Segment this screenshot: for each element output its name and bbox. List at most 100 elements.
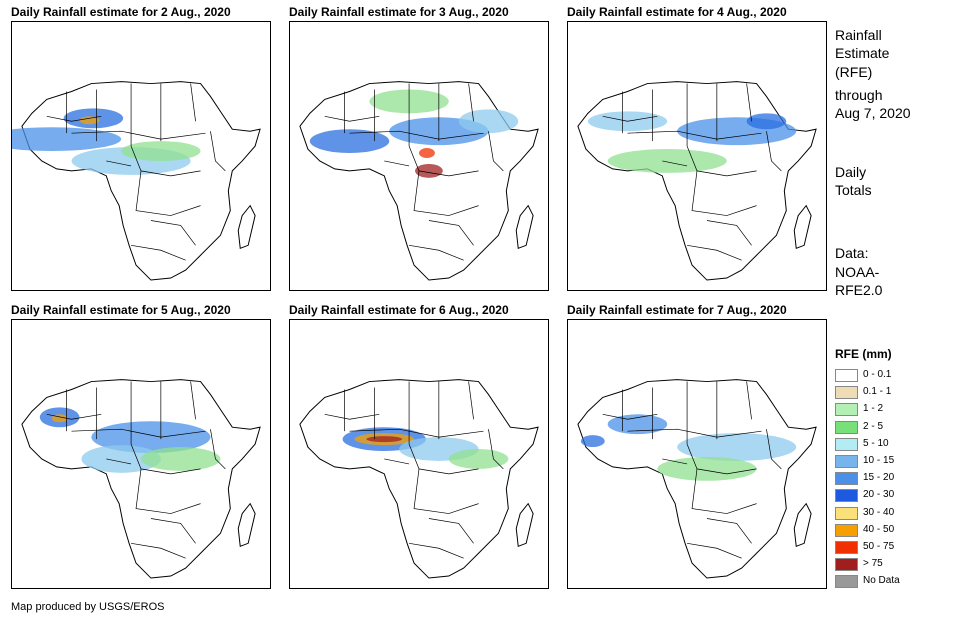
country-border <box>687 542 742 559</box>
country-border <box>706 518 752 544</box>
country-border <box>46 413 102 420</box>
country-border <box>488 429 504 470</box>
country-border <box>409 542 464 559</box>
country-border <box>150 518 196 544</box>
country-border <box>71 130 206 140</box>
country-border <box>106 458 132 465</box>
country-border <box>408 443 479 475</box>
country-border <box>691 468 757 514</box>
legend-label: 40 - 50 <box>863 523 895 535</box>
country-border <box>662 458 688 465</box>
rainfall-area <box>309 129 390 154</box>
country-border <box>408 145 479 177</box>
country-border <box>468 381 474 420</box>
madagascar-outline <box>237 204 256 249</box>
rainfall-area <box>141 447 221 471</box>
daily-label: Daily <box>835 164 867 180</box>
country-border <box>602 115 658 122</box>
legend-label: 5 - 10 <box>863 437 889 449</box>
country-border <box>349 130 484 140</box>
madagascar-outline <box>515 502 534 547</box>
country-border <box>190 381 196 420</box>
africa-map <box>567 21 827 291</box>
panel-title: Daily Rainfall estimate for 5 Aug., 2020 <box>11 303 231 317</box>
legend-label: 0.1 - 1 <box>863 386 892 398</box>
country-border <box>687 244 742 261</box>
africa-map <box>11 319 271 589</box>
legend-label: 15 - 20 <box>863 472 895 484</box>
country-border <box>150 220 196 246</box>
country-border <box>106 160 132 167</box>
rainfall-area <box>12 127 122 152</box>
country-border <box>746 83 752 122</box>
data-source-2: RFE2.0 <box>835 282 883 298</box>
country-border <box>46 115 102 122</box>
country-border <box>130 145 201 177</box>
legend-label: 10 - 15 <box>863 454 895 466</box>
country-border <box>71 428 206 438</box>
country-border <box>766 429 782 470</box>
country-border <box>602 413 658 420</box>
panel-title: Daily Rainfall estimate for 4 Aug., 2020 <box>567 5 787 19</box>
country-border <box>135 468 201 514</box>
country-border <box>409 244 464 261</box>
country-border <box>413 468 479 514</box>
country-border <box>468 83 474 122</box>
country-border <box>766 131 782 172</box>
credit-text: Map produced by USGS/EROS <box>11 601 165 613</box>
legend-swatch <box>835 369 858 382</box>
country-border <box>706 220 752 246</box>
rainfall-area <box>677 433 797 461</box>
country-border <box>324 413 380 420</box>
country-border <box>131 244 186 261</box>
country-border <box>691 170 757 216</box>
madagascar-outline <box>793 204 812 249</box>
country-border <box>135 170 201 216</box>
madagascar-outline <box>515 204 534 249</box>
legend-label: > 75 <box>863 558 883 570</box>
rainfall-area <box>81 445 161 473</box>
legend-swatch <box>835 420 858 434</box>
side-title-1: Rainfall <box>835 27 882 43</box>
country-border <box>210 429 226 470</box>
rainfall-area <box>746 113 787 130</box>
side-title-3: (RFE) <box>835 64 873 80</box>
legend-swatch <box>835 575 858 589</box>
legend-label: 30 - 40 <box>863 506 895 518</box>
country-border <box>384 160 410 167</box>
through-label: through <box>835 87 883 103</box>
country-border <box>488 131 504 172</box>
country-border <box>627 428 762 438</box>
continent-outline <box>577 81 817 281</box>
side-title-2: Estimate <box>835 45 890 61</box>
rainfall-area <box>657 456 757 481</box>
country-border <box>413 170 479 216</box>
country-border <box>627 130 762 140</box>
country-border <box>384 458 410 465</box>
legend-swatch <box>835 386 858 400</box>
africa-map <box>567 319 827 589</box>
country-border <box>190 83 196 122</box>
legend-swatch <box>835 489 858 503</box>
data-source-1: NOAA- <box>835 264 880 280</box>
continent-outline <box>21 81 261 281</box>
legend-swatch <box>835 558 858 572</box>
rainfall-area <box>580 435 605 448</box>
country-border <box>131 542 186 559</box>
panel-title: Daily Rainfall estimate for 3 Aug., 2020 <box>289 5 509 19</box>
legend-label: 2 - 5 <box>863 420 884 432</box>
country-border <box>210 131 226 172</box>
legend-swatch <box>835 523 858 537</box>
africa-map <box>289 21 549 291</box>
madagascar-outline <box>237 502 256 547</box>
legend-swatch <box>835 506 858 520</box>
panel-title: Daily Rainfall estimate for 6 Aug., 2020 <box>289 303 509 317</box>
panel-title: Daily Rainfall estimate for 7 Aug., 2020 <box>567 303 787 317</box>
legend-label: 20 - 30 <box>863 489 895 501</box>
country-border <box>428 220 474 246</box>
country-border <box>686 145 757 177</box>
country-border <box>324 115 380 122</box>
country-border <box>130 443 201 475</box>
rainfall-area <box>458 109 519 134</box>
rainfall-area <box>121 141 201 161</box>
